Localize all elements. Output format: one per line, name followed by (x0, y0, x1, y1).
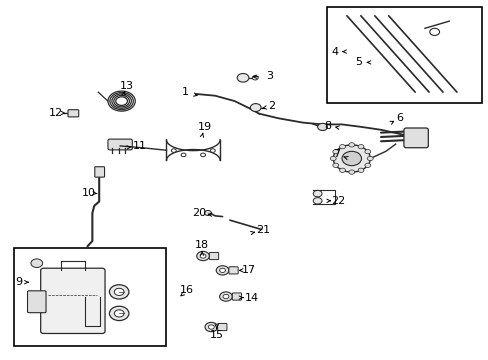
Text: 3: 3 (266, 71, 273, 81)
Text: 6: 6 (395, 113, 402, 123)
Text: 15: 15 (209, 330, 223, 340)
Circle shape (339, 144, 345, 149)
Circle shape (313, 198, 322, 204)
Circle shape (109, 306, 129, 320)
Circle shape (171, 149, 176, 152)
Circle shape (219, 292, 232, 301)
FancyBboxPatch shape (232, 293, 241, 300)
Circle shape (357, 144, 363, 149)
Text: 11: 11 (132, 141, 146, 151)
Circle shape (364, 163, 370, 167)
Circle shape (357, 168, 363, 172)
FancyBboxPatch shape (228, 267, 238, 274)
Text: 18: 18 (195, 240, 209, 250)
Text: 10: 10 (81, 188, 95, 198)
FancyBboxPatch shape (403, 128, 427, 148)
Text: 19: 19 (197, 122, 211, 132)
Text: 2: 2 (268, 102, 275, 112)
Circle shape (196, 251, 209, 261)
FancyBboxPatch shape (209, 252, 218, 260)
Circle shape (364, 149, 370, 154)
Circle shape (219, 268, 225, 273)
Circle shape (332, 149, 338, 154)
Text: 8: 8 (324, 121, 331, 131)
Text: 7: 7 (332, 149, 339, 159)
Circle shape (200, 254, 205, 258)
Circle shape (114, 288, 124, 296)
Text: 17: 17 (242, 265, 256, 275)
FancyBboxPatch shape (217, 323, 226, 330)
Circle shape (109, 285, 129, 299)
Circle shape (252, 76, 258, 80)
Circle shape (429, 28, 439, 36)
Circle shape (181, 153, 185, 157)
FancyBboxPatch shape (95, 167, 104, 177)
Circle shape (237, 73, 248, 82)
Bar (327, 7, 482, 103)
Circle shape (216, 266, 228, 275)
Circle shape (348, 170, 354, 174)
Circle shape (317, 123, 327, 131)
Text: 9: 9 (16, 277, 23, 287)
Circle shape (210, 149, 215, 152)
Text: 22: 22 (330, 196, 345, 206)
Text: 12: 12 (49, 108, 63, 118)
Circle shape (332, 163, 338, 167)
Circle shape (250, 104, 261, 112)
FancyBboxPatch shape (27, 291, 46, 313)
Circle shape (114, 310, 124, 317)
FancyBboxPatch shape (41, 268, 105, 333)
Text: 21: 21 (255, 225, 269, 235)
Circle shape (31, 259, 42, 267)
Circle shape (200, 153, 205, 157)
Circle shape (332, 145, 369, 172)
Circle shape (223, 294, 228, 299)
Circle shape (204, 322, 217, 332)
Circle shape (208, 325, 214, 329)
FancyBboxPatch shape (108, 139, 132, 150)
Text: 4: 4 (330, 46, 338, 57)
Text: 20: 20 (192, 208, 206, 218)
Text: 14: 14 (244, 293, 258, 303)
Text: 16: 16 (180, 285, 194, 296)
Text: 13: 13 (120, 81, 134, 91)
FancyBboxPatch shape (68, 110, 79, 117)
Text: 5: 5 (355, 57, 362, 67)
Circle shape (330, 156, 335, 161)
Bar (14, 248, 165, 346)
Circle shape (341, 151, 361, 166)
Circle shape (313, 190, 322, 197)
Circle shape (204, 211, 211, 216)
Circle shape (366, 156, 372, 161)
Circle shape (348, 143, 354, 147)
Circle shape (339, 168, 345, 172)
Text: 1: 1 (181, 87, 188, 97)
